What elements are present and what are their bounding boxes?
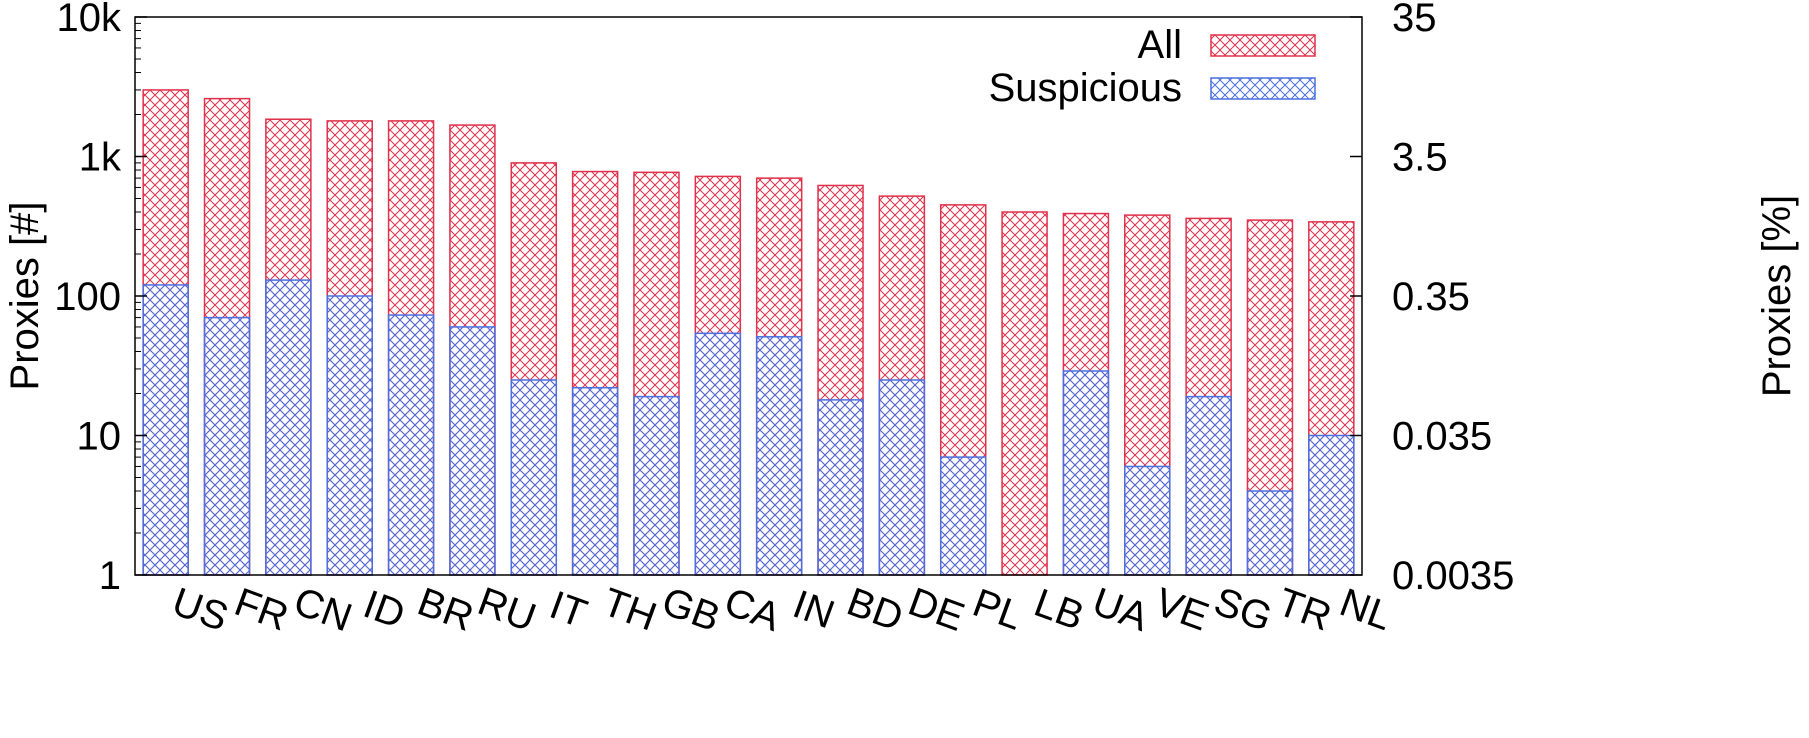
category-label-SG: SG <box>1208 579 1277 640</box>
category-label-ID: ID <box>358 582 411 637</box>
y-tick-label: 1 <box>99 554 121 598</box>
y2-tick-label: 35 <box>1392 0 1437 40</box>
category-label-PL: PL <box>967 581 1028 639</box>
y-tick-label: 1k <box>79 136 122 180</box>
category-label-US: US <box>166 580 233 640</box>
y2-tick-label: 0.0035 <box>1392 554 1514 598</box>
y-tick-label: 10k <box>57 0 122 40</box>
bar-suspicious-BR <box>387 314 435 576</box>
category-label-DE: DE <box>903 580 970 640</box>
bar-suspicious-DE <box>878 379 926 576</box>
bar-suspicious-IT <box>510 379 558 576</box>
bar-suspicious-GB <box>633 395 680 576</box>
bar-suspicious-TH <box>571 386 619 576</box>
y-tick-label: 100 <box>54 275 121 319</box>
category-label-FR: FR <box>229 580 294 640</box>
y-axis-title: Proxies [#] <box>3 202 47 391</box>
bar-suspicious-TR <box>1246 490 1294 576</box>
category-label-CN: CN <box>288 579 357 640</box>
category-label-TH: TH <box>597 580 662 640</box>
bar-all-LB <box>1001 211 1048 576</box>
bar-suspicious-NL <box>1308 434 1355 576</box>
category-label-RU: RU <box>472 579 541 640</box>
bar-suspicious-US <box>142 284 189 576</box>
category-label-BR: BR <box>412 580 479 640</box>
category-label-TR: TR <box>1272 580 1337 640</box>
category-label-LB: LB <box>1029 581 1090 639</box>
category-label-IN: IN <box>787 582 840 637</box>
bar-suspicious-RU <box>449 326 496 576</box>
y2-tick-label: 0.035 <box>1392 415 1492 459</box>
bar-suspicious-ID <box>326 295 373 576</box>
bar-suspicious-CN <box>265 279 312 576</box>
category-label-IT: IT <box>544 583 592 637</box>
bar-suspicious-CA <box>694 332 742 576</box>
bar-suspicious-BD <box>817 399 864 576</box>
y2-tick-label: 0.35 <box>1392 275 1470 319</box>
bar-suspicious-IN <box>755 336 803 576</box>
category-label-VE: VE <box>1149 580 1214 640</box>
y2-axis-title: Proxies [%] <box>1755 195 1799 397</box>
bar-suspicious-SG <box>1185 395 1232 576</box>
legend-label-all: All <box>1138 23 1182 67</box>
category-label-BD: BD <box>841 580 908 640</box>
category-label-UA: UA <box>1087 580 1155 640</box>
category-label-NL: NL <box>1334 580 1397 639</box>
y2-tick-label: 3.5 <box>1392 136 1448 180</box>
y-tick-label: 10 <box>77 415 122 459</box>
legend-label-suspicious: Suspicious <box>989 66 1182 110</box>
bar-suspicious-VE <box>1124 465 1171 576</box>
category-label-CA: CA <box>719 580 787 640</box>
bar-suspicious-PL <box>939 456 987 576</box>
legend-swatch-suspicious <box>1210 77 1316 100</box>
bars-layer <box>142 89 1355 576</box>
bar-suspicious-FR <box>203 316 251 576</box>
legend-swatch-all <box>1210 34 1316 57</box>
bar-suspicious-UA <box>1062 370 1110 576</box>
ticks-layer: 1 10 100 1k 10k 0.0035 0.035 0.35 3.5 35 <box>54 0 1514 598</box>
category-label-GB: GB <box>656 579 725 640</box>
